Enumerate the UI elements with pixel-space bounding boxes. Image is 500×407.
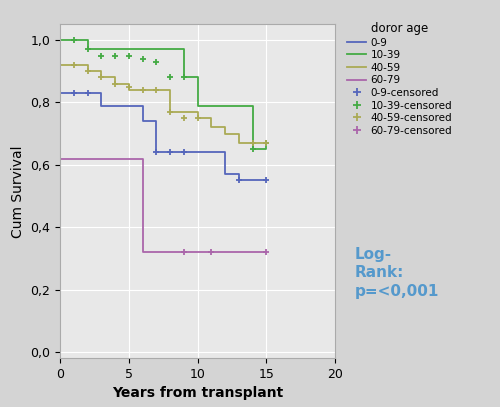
40-59 xyxy=(112,81,118,86)
40-59 xyxy=(236,140,242,145)
0-9 xyxy=(222,172,228,177)
Line: 60-79: 60-79 xyxy=(60,159,266,252)
40-59 xyxy=(208,125,214,130)
0-9 xyxy=(57,91,63,96)
0-9 xyxy=(208,150,214,155)
40-59 xyxy=(57,63,63,68)
10-39 xyxy=(250,147,256,152)
60-79 xyxy=(140,249,145,254)
10-39 xyxy=(181,75,187,80)
Y-axis label: Cum Survival: Cum Survival xyxy=(10,145,24,238)
60-79 xyxy=(263,249,269,254)
10-39 xyxy=(263,140,269,145)
10-39 xyxy=(71,37,77,42)
X-axis label: Years from transplant: Years from transplant xyxy=(112,386,283,400)
60-79 xyxy=(71,156,77,161)
10-39 xyxy=(194,103,200,108)
Text: Log-
Rank:
p=<0,001: Log- Rank: p=<0,001 xyxy=(355,247,440,299)
40-59 xyxy=(71,63,77,68)
0-9 xyxy=(98,103,104,108)
0-9 xyxy=(140,119,145,124)
40-59 xyxy=(263,140,269,145)
Line: 0-9: 0-9 xyxy=(60,93,266,180)
0-9 xyxy=(236,178,242,183)
0-9 xyxy=(153,150,159,155)
10-39 xyxy=(57,37,63,42)
Line: 40-59: 40-59 xyxy=(60,65,266,143)
Line: 10-39: 10-39 xyxy=(60,40,266,149)
60-79 xyxy=(57,156,63,161)
40-59 xyxy=(222,131,228,136)
40-59 xyxy=(126,88,132,92)
0-9 xyxy=(263,178,269,183)
40-59 xyxy=(194,116,200,120)
Legend: 0-9, 10-39, 40-59, 60-79, 0-9-censored, 10-39-censored, 40-59-censored, 60-79-ce: 0-9, 10-39, 40-59, 60-79, 0-9-censored, … xyxy=(343,18,456,140)
40-59 xyxy=(98,75,104,80)
60-79 xyxy=(181,249,187,254)
0-9 xyxy=(71,91,77,96)
40-59 xyxy=(84,69,90,74)
40-59 xyxy=(167,109,173,114)
10-39 xyxy=(84,47,90,52)
